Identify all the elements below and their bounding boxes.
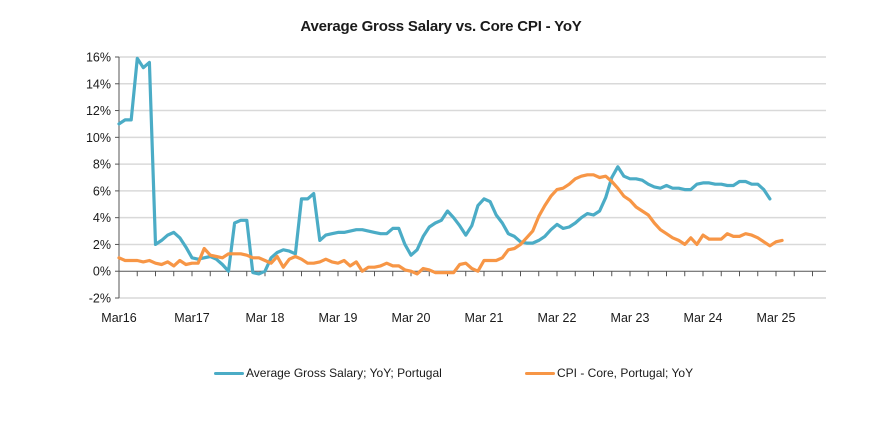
y-tick-label: 0% xyxy=(93,265,111,279)
y-tick-label: 8% xyxy=(93,158,111,172)
x-tick-label: Mar17 xyxy=(174,311,209,325)
y-tick-label: 14% xyxy=(86,77,111,91)
x-tick-label: Mar 20 xyxy=(392,311,431,325)
y-tick-label: 2% xyxy=(93,238,111,252)
chart-title: Average Gross Salary vs. Core CPI - YoY xyxy=(300,18,582,35)
x-tick-label: Mar 23 xyxy=(611,311,650,325)
x-tick-label: Mar 22 xyxy=(538,311,577,325)
y-tick-label: 4% xyxy=(93,211,111,225)
y-tick-label: 10% xyxy=(86,131,111,145)
y-tick-label: -2% xyxy=(89,292,111,306)
series-line-cpi xyxy=(117,173,784,276)
x-tick-label: Mar 25 xyxy=(757,311,796,325)
gridlines xyxy=(119,56,826,299)
legend-item-salary[interactable]: Average Gross Salary; YoY; Portugal xyxy=(214,366,442,380)
legend-swatch-salary xyxy=(214,371,244,375)
y-tick-label: 12% xyxy=(86,104,111,118)
x-tick-label: Mar 18 xyxy=(246,311,285,325)
legend-swatch-cpi xyxy=(525,371,555,375)
y-tick-label: 6% xyxy=(93,184,111,198)
x-tick-label: Mar 21 xyxy=(465,311,504,325)
y-tick-label: 16% xyxy=(86,51,111,65)
x-tick-label: Mar16 xyxy=(101,311,136,325)
legend-item-cpi[interactable]: CPI - Core, Portugal; YoY xyxy=(525,366,693,380)
tick-labels: 16% 14% 12% 10% 8% 6% 4% 2% 0% -2% Mar16 Mar17 Mar 1… xyxy=(86,51,796,326)
series-line-salary xyxy=(117,56,772,276)
legend-label-salary: Average Gross Salary; YoY; Portugal xyxy=(246,366,442,380)
series-layer xyxy=(117,56,784,276)
x-tick-label: Mar 19 xyxy=(319,311,358,325)
x-tick-label: Mar 24 xyxy=(684,311,723,325)
legend-label-cpi: CPI - Core, Portugal; YoY xyxy=(557,366,694,380)
